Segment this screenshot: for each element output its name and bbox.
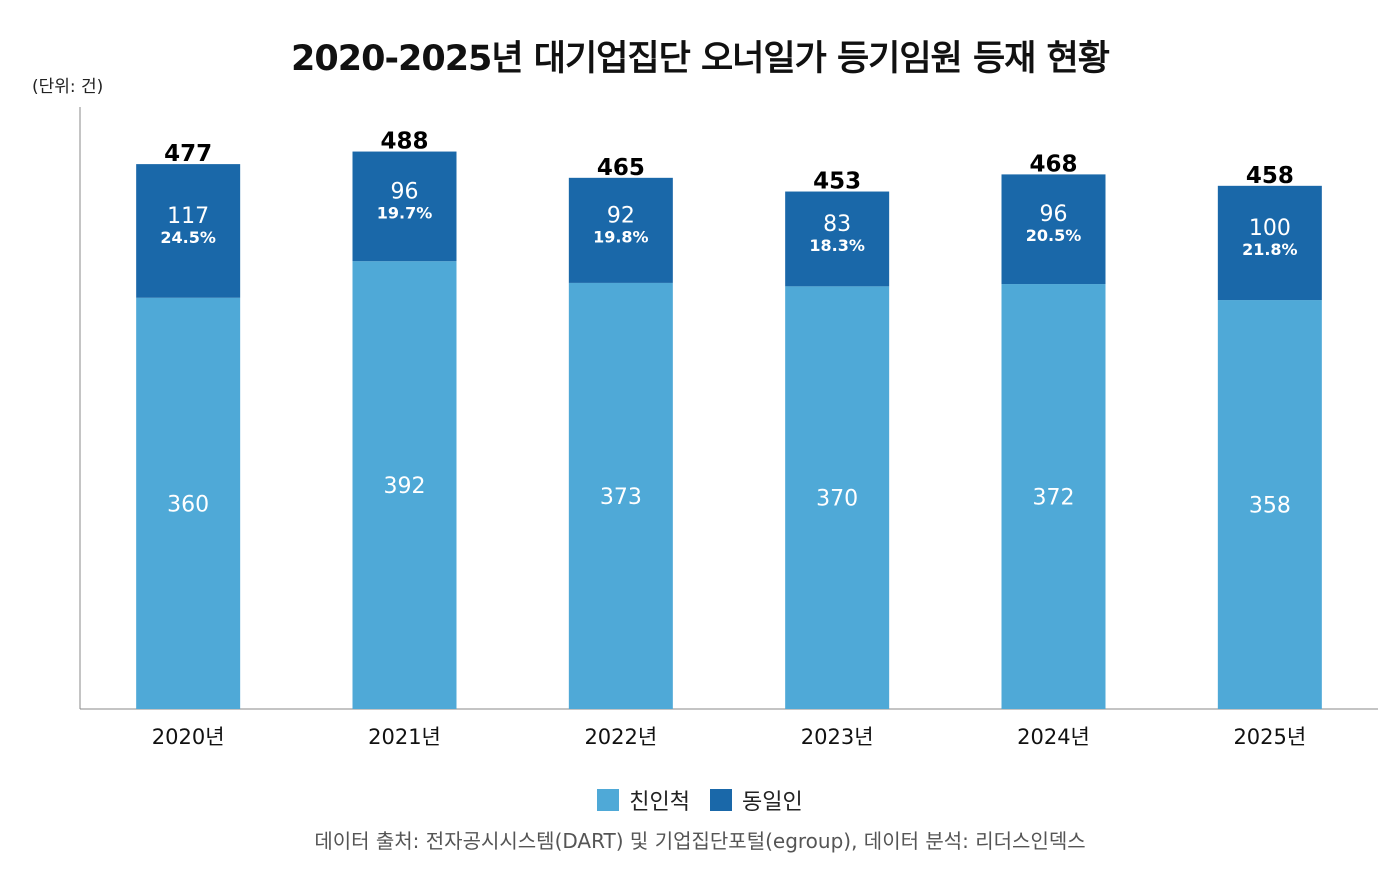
unit-label: (단위: 건) xyxy=(32,77,104,97)
bar-segment-relatives xyxy=(1217,300,1322,709)
legend-label: 친인척 xyxy=(629,790,690,815)
data-label-owner: 92 xyxy=(607,203,635,228)
bar-segment-owner xyxy=(568,177,673,283)
data-label-owner-percent: 19.7% xyxy=(377,203,433,222)
bar-segment-owner xyxy=(1217,185,1322,301)
data-label-owner: 117 xyxy=(167,204,209,229)
chart-title: 2020-2025년 대기업집단 오너일가 등기임원 등재 현황 xyxy=(291,39,1110,79)
data-label-total: 453 xyxy=(813,169,861,195)
data-label-relatives: 370 xyxy=(816,487,858,512)
legend-label: 동일인 xyxy=(742,790,803,815)
data-label-relatives: 358 xyxy=(1249,494,1291,519)
bar-segment-relatives xyxy=(352,261,457,709)
legend-item-relatives: 친인척 xyxy=(597,784,690,816)
data-label-owner: 83 xyxy=(823,212,851,237)
data-label-owner-percent: 20.5% xyxy=(1026,226,1082,245)
data-label-owner-percent: 18.3% xyxy=(809,236,865,255)
data-label-owner-percent: 24.5% xyxy=(160,228,216,247)
x-tick-label: 2024년 xyxy=(1017,725,1090,749)
data-label-total: 465 xyxy=(597,155,645,181)
data-label-owner-percent: 19.8% xyxy=(593,227,649,246)
bar-segment-relatives xyxy=(785,286,890,709)
data-label-owner: 96 xyxy=(1040,202,1068,227)
legend-swatch xyxy=(597,789,620,811)
legend-swatch xyxy=(710,789,732,811)
bar-segment-relatives xyxy=(568,282,673,709)
data-label-owner: 96 xyxy=(391,179,419,204)
bar-segment-relatives xyxy=(1001,284,1106,709)
bar-segment-owner xyxy=(785,191,890,287)
bar-segment-owner xyxy=(352,151,457,262)
x-tick-label: 2020년 xyxy=(152,725,225,749)
data-label-relatives: 373 xyxy=(600,485,642,510)
bar-segment-owner xyxy=(136,164,241,298)
data-label-relatives: 372 xyxy=(1033,486,1075,511)
data-label-total: 477 xyxy=(164,141,212,167)
data-label-relatives: 392 xyxy=(384,474,426,499)
data-label-relatives: 360 xyxy=(167,492,209,517)
data-label-total: 458 xyxy=(1246,163,1294,189)
x-tick-label: 2022년 xyxy=(584,725,657,749)
data-label-owner-percent: 21.8% xyxy=(1242,240,1298,259)
x-tick-label: 2025년 xyxy=(1233,725,1306,749)
x-tick-label: 2021년 xyxy=(368,725,441,749)
data-label-total: 468 xyxy=(1029,151,1077,177)
legend: 친인척 동일인 xyxy=(0,784,1400,816)
data-label-total: 488 xyxy=(380,129,428,155)
legend-item-owner: 동일인 xyxy=(710,784,803,816)
data-label-owner: 100 xyxy=(1249,216,1291,241)
bar-segment-relatives xyxy=(136,297,241,709)
x-tick-label: 2023년 xyxy=(801,725,874,749)
bar-segment-owner xyxy=(1001,174,1106,285)
source-note: 데이터 출처: 전자공시시스템(DART) 및 기업집단포털(egroup), … xyxy=(314,829,1086,853)
